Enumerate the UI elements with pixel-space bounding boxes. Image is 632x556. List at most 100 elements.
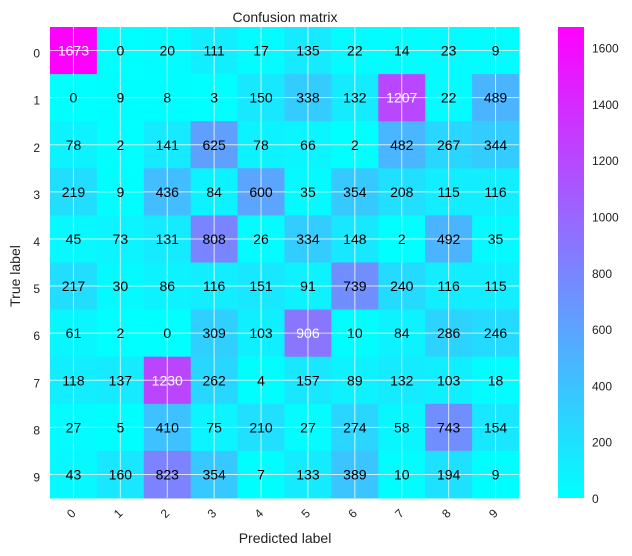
cell-value-r3-c1: 9 [116,184,124,200]
colorbar-tick-label: 1200 [592,154,619,168]
cell-value-r1-c8: 22 [441,90,457,106]
y-tick-label: 4 [33,235,40,249]
x-tick-label: 8 [439,506,454,521]
cell-value-r8-c9: 154 [484,419,508,435]
cell-value-r6-c2: 0 [163,325,171,341]
cell-value-r2-c5: 66 [300,137,316,153]
cell-value-r2-c3: 625 [202,137,226,153]
cell-value-r6-c5: 906 [296,325,320,341]
cell-value-r8-c0: 27 [66,419,82,435]
cell-value-r2-c0: 78 [66,137,82,153]
cell-value-r6-c1: 2 [116,325,124,341]
cell-value-r4-c5: 334 [296,231,320,247]
x-tick-label: 4 [252,506,267,521]
x-tick-labels: 0 1 2 3 4 5 6 7 8 9 [64,506,501,521]
cell-value-r5-c4: 151 [249,278,273,294]
cell-value-r1-c4: 150 [249,90,273,106]
cell-value-r4-c9: 35 [488,231,504,247]
cell-value-r0-c0: 1673 [58,43,89,59]
cell-value-r0-c4: 17 [253,43,269,59]
cell-value-r5-c6: 739 [343,278,367,294]
cell-value-r8-c7: 58 [394,419,410,435]
colorbar-tick-label: 400 [592,379,612,393]
cell-value-r7-c4: 4 [257,372,265,388]
y-tick-label: 3 [33,188,40,202]
cell-value-r6-c8: 286 [437,325,461,341]
cell-value-r2-c6: 2 [351,137,359,153]
colorbar-tick-label: 1000 [592,210,619,224]
cell-value-r9-c8: 194 [437,466,461,482]
cell-value-r5-c9: 115 [484,278,507,294]
cell-value-r9-c6: 389 [343,466,367,482]
cell-value-r6-c6: 10 [347,325,363,341]
cell-value-r1-c5: 338 [296,90,320,106]
cell-value-r5-c2: 86 [159,278,175,294]
cell-value-r1-c6: 132 [343,90,367,106]
cell-value-r4-c0: 45 [66,231,82,247]
x-tick-label: 3 [205,506,220,521]
heatmap-grid [50,27,519,498]
x-tick-label: 1 [111,506,126,521]
cell-value-r3-c2: 436 [156,184,180,200]
cell-value-r9-c5: 133 [296,466,320,482]
x-tick-label: 5 [298,506,313,521]
cell-value-r7-c8: 103 [437,372,461,388]
cell-value-r4-c7: 2 [398,231,406,247]
cell-value-r6-c9: 246 [484,325,508,341]
cell-value-r1-c7: 1207 [386,90,417,106]
cell-value-r9-c4: 7 [257,466,265,482]
y-tick-label: 8 [33,423,40,437]
y-tick-label: 7 [33,376,40,390]
cell-value-r6-c4: 103 [249,325,273,341]
cell-value-labels: 1673 0 20 111 17 135 22 14 23 90 9 8 3 150 338 132 1207 2… [58,43,508,483]
colorbar-tick-label: 0 [592,492,599,506]
cell-value-r1-c1: 9 [116,90,124,106]
colorbar [558,27,584,498]
cell-value-r4-c4: 26 [253,231,269,247]
cell-value-r9-c9: 9 [492,466,500,482]
cell-value-r7-c9: 18 [488,372,504,388]
cell-value-r9-c7: 10 [394,466,410,482]
x-axis-label: Predicted label [239,530,332,546]
cell-value-r3-c3: 84 [206,184,222,200]
y-tick-label: 6 [33,329,40,343]
cell-value-r0-c1: 0 [116,43,124,59]
y-axis-label: True label [7,245,23,307]
y-tick-label: 5 [33,282,40,296]
cell-value-r0-c3: 111 [204,43,225,59]
cell-value-r4-c6: 148 [343,231,367,247]
cell-value-r5-c1: 30 [113,278,129,294]
cell-value-r0-c2: 20 [159,43,175,59]
cell-value-r4-c8: 492 [437,231,461,247]
cell-value-r3-c4: 600 [249,184,273,200]
cell-value-r3-c7: 208 [390,184,414,200]
cell-value-r5-c0: 217 [62,278,86,294]
cell-value-r9-c2: 823 [156,466,180,482]
cell-value-r0-c9: 9 [492,43,500,59]
cell-value-r5-c7: 240 [390,278,414,294]
x-tick-label: 9 [486,506,501,521]
cell-value-r7-c2: 1230 [152,372,183,388]
cell-value-r6-c3: 309 [202,325,226,341]
y-tick-label: 2 [33,141,40,155]
colorbar-tick-labels: 0 200 400 600 800 1000 1200 1400 1600 [592,42,619,506]
cell-value-r5-c5: 91 [300,278,316,294]
cell-value-r2-c4: 78 [253,137,269,153]
cell-value-r5-c8: 116 [437,278,460,294]
cell-value-r0-c8: 23 [441,43,457,59]
cell-value-r3-c6: 354 [343,184,367,200]
colorbar-tick-label: 1400 [592,98,619,112]
y-tick-label: 0 [33,47,40,61]
cell-value-r2-c1: 2 [116,137,124,153]
cell-value-r2-c7: 482 [390,137,414,153]
cell-value-r3-c5: 35 [300,184,316,200]
colorbar-tick-label: 200 [592,436,612,450]
x-tick-label: 0 [64,506,79,521]
cell-value-r8-c8: 743 [437,419,461,435]
cell-value-r0-c7: 14 [394,43,410,59]
cell-value-r5-c3: 116 [203,278,226,294]
y-tick-label: 1 [33,94,40,108]
cell-value-r9-c3: 354 [202,466,226,482]
cell-value-r0-c6: 22 [347,43,363,59]
